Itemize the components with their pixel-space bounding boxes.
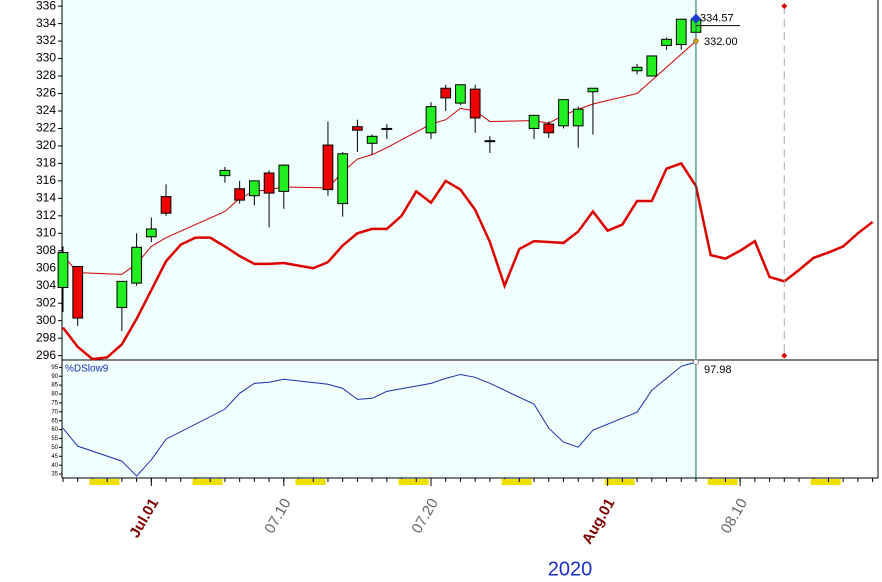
annotation-point bbox=[692, 359, 699, 366]
y-tick-label: 322 bbox=[36, 121, 56, 135]
annotation-label: 334.57 bbox=[700, 13, 734, 25]
annotation-label: 97.98 bbox=[704, 364, 732, 376]
weekend-band bbox=[810, 479, 841, 485]
weekend-band bbox=[604, 479, 635, 485]
weekend-band bbox=[707, 479, 738, 485]
y-tick-label: 85 bbox=[51, 383, 58, 389]
y-tick-label: 318 bbox=[36, 156, 56, 170]
y-tick-label: 302 bbox=[36, 295, 56, 309]
y-tick-label: 45 bbox=[51, 454, 58, 460]
candle-body bbox=[72, 266, 84, 319]
candle-body bbox=[587, 87, 599, 93]
annotation-point bbox=[693, 38, 699, 44]
y-tick-label: 332 bbox=[36, 33, 56, 47]
candle-body bbox=[57, 252, 69, 288]
panel-bg bbox=[62, 0, 696, 360]
y-tick-label: 298 bbox=[36, 330, 56, 344]
x-tick-label: Jul.01 bbox=[126, 495, 162, 540]
annotation-point bbox=[690, 13, 701, 24]
candle-body bbox=[572, 108, 584, 127]
candle-body bbox=[646, 55, 658, 77]
y-tick-label: 304 bbox=[36, 278, 56, 292]
candle-body bbox=[425, 106, 437, 134]
y-tick-label: 95 bbox=[51, 365, 58, 371]
y-tick-label: 324 bbox=[36, 103, 56, 117]
y-tick-label: 50 bbox=[51, 445, 58, 451]
indicator-title: %DSlow9 bbox=[65, 364, 109, 375]
y-tick-label: 312 bbox=[36, 208, 56, 222]
y-tick-label: 40 bbox=[51, 463, 58, 469]
marker-point bbox=[781, 352, 788, 359]
candle-body bbox=[160, 196, 172, 214]
candle-body bbox=[469, 88, 481, 119]
y-tick-label: 55 bbox=[51, 436, 58, 442]
y-tick-label: 296 bbox=[36, 348, 56, 362]
candle-body bbox=[543, 123, 555, 134]
candle-body bbox=[337, 153, 349, 205]
candle-body bbox=[440, 87, 452, 99]
candle-body bbox=[366, 135, 378, 144]
y-tick-label: 316 bbox=[36, 173, 56, 187]
y-tick-label: 320 bbox=[36, 138, 56, 152]
candle-body bbox=[558, 99, 569, 127]
candle-body bbox=[219, 169, 231, 177]
indicator-line bbox=[62, 361, 697, 477]
weekend-band bbox=[295, 479, 326, 485]
x-tick-label: 07.10 bbox=[261, 495, 294, 536]
x-tick-label: Aug.01 bbox=[579, 495, 619, 547]
weekend-band bbox=[398, 479, 429, 485]
x-axis-label: 2020 bbox=[548, 558, 593, 580]
candle-body bbox=[145, 228, 157, 238]
candle-body bbox=[263, 172, 275, 194]
candle-body bbox=[661, 38, 672, 46]
y-tick-label: 326 bbox=[36, 86, 56, 100]
y-tick-label: 60 bbox=[51, 427, 58, 433]
candle-body bbox=[484, 140, 496, 143]
weekend-band bbox=[89, 479, 120, 485]
y-tick-label: 328 bbox=[36, 68, 56, 82]
y-tick-label: 334 bbox=[36, 16, 56, 30]
candle-body bbox=[352, 126, 363, 131]
y-tick-label: 308 bbox=[36, 243, 56, 257]
y-tick-label: 35 bbox=[51, 472, 58, 478]
candle-body bbox=[675, 18, 687, 46]
candle-body bbox=[278, 164, 290, 192]
weekend-band bbox=[192, 479, 223, 485]
candle-body bbox=[234, 188, 245, 201]
y-tick-label: 300 bbox=[36, 313, 56, 327]
candle-body bbox=[249, 180, 260, 197]
weekend-band bbox=[501, 479, 532, 485]
candle-body bbox=[322, 144, 334, 191]
marker-point bbox=[781, 3, 788, 10]
y-tick-label: 70 bbox=[51, 409, 58, 415]
y-tick-label: 314 bbox=[36, 191, 56, 205]
candle-body bbox=[131, 246, 142, 284]
x-tick-label: 07.20 bbox=[408, 495, 441, 536]
candle-body bbox=[381, 127, 393, 130]
panel-bg bbox=[62, 362, 696, 478]
x-tick-label: 08.10 bbox=[718, 495, 751, 536]
y-tick-label: 336 bbox=[36, 0, 56, 12]
y-tick-label: 75 bbox=[51, 400, 58, 406]
y-tick-label: 330 bbox=[36, 51, 56, 65]
annotation-label: 332.00 bbox=[704, 36, 738, 48]
candle-body bbox=[528, 114, 540, 129]
y-tick-label: 65 bbox=[51, 418, 58, 424]
y-tick-label: 310 bbox=[36, 225, 56, 239]
candle-body bbox=[631, 66, 643, 72]
candle-body bbox=[116, 280, 128, 309]
y-tick-label: 90 bbox=[51, 374, 58, 380]
candle-body bbox=[455, 84, 466, 104]
y-tick-label: 80 bbox=[51, 392, 58, 398]
y-tick-label: 306 bbox=[36, 260, 56, 274]
overlay-line bbox=[62, 161, 874, 361]
